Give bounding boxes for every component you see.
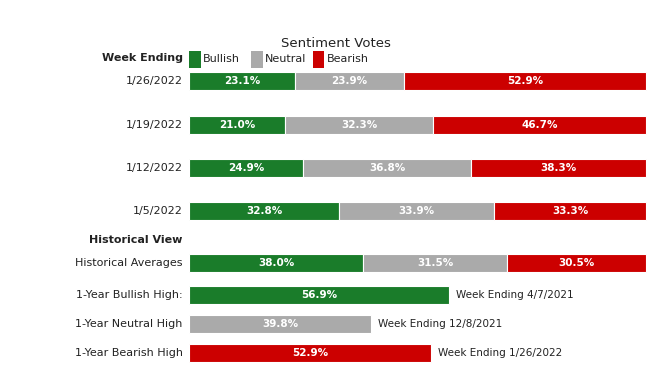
Text: Week Ending 1/26/2022: Week Ending 1/26/2022	[438, 348, 562, 358]
Text: 23.1%: 23.1%	[224, 76, 261, 86]
Bar	[404, 72, 646, 90]
Text: Week Ending 4/7/2021: Week Ending 4/7/2021	[456, 290, 574, 300]
Bar	[433, 116, 646, 133]
Bar	[471, 159, 646, 177]
Bar	[189, 254, 363, 273]
Text: 56.9%: 56.9%	[301, 290, 338, 300]
Text: 52.9%: 52.9%	[292, 348, 328, 358]
Text: Historical Averages: Historical Averages	[75, 259, 182, 268]
Bar	[251, 51, 263, 68]
Text: 1/12/2022: 1/12/2022	[125, 163, 182, 173]
Bar	[303, 159, 471, 177]
Text: 32.8%: 32.8%	[246, 206, 283, 216]
Text: Neutral: Neutral	[265, 54, 306, 65]
Text: 1-Year Bearish High: 1-Year Bearish High	[74, 348, 182, 358]
Text: Week Ending 12/8/2021: Week Ending 12/8/2021	[378, 319, 502, 329]
Text: Bullish: Bullish	[203, 54, 240, 65]
Text: 33.9%: 33.9%	[399, 206, 435, 216]
Text: 52.9%: 52.9%	[507, 76, 543, 86]
Text: 32.3%: 32.3%	[341, 119, 377, 130]
Text: 31.5%: 31.5%	[417, 259, 453, 268]
Bar	[507, 254, 646, 273]
Bar	[189, 286, 449, 304]
Text: Week Ending: Week Ending	[101, 53, 182, 63]
Bar	[313, 51, 324, 68]
Text: 30.5%: 30.5%	[558, 259, 595, 268]
Text: 38.0%: 38.0%	[258, 259, 295, 268]
Bar	[189, 159, 303, 177]
Text: 1-Year Bullish High:: 1-Year Bullish High:	[76, 290, 182, 300]
Bar	[340, 202, 494, 220]
Bar	[295, 72, 404, 90]
Text: 46.7%: 46.7%	[522, 119, 558, 130]
Text: 1/26/2022: 1/26/2022	[125, 76, 182, 86]
Text: 38.3%: 38.3%	[541, 163, 577, 173]
Text: 1-Year Neutral High: 1-Year Neutral High	[75, 319, 182, 329]
Bar	[363, 254, 507, 273]
Bar	[189, 202, 340, 220]
Text: 33.3%: 33.3%	[552, 206, 588, 216]
Bar	[285, 116, 433, 133]
Text: Historical View: Historical View	[89, 235, 182, 245]
Text: 23.9%: 23.9%	[332, 76, 368, 86]
Text: 24.9%: 24.9%	[228, 163, 264, 173]
Bar	[189, 51, 201, 68]
Bar	[189, 315, 372, 333]
Bar	[189, 344, 431, 362]
Text: Sentiment Votes: Sentiment Votes	[281, 37, 390, 50]
Bar	[494, 202, 646, 220]
Text: 21.0%: 21.0%	[219, 119, 255, 130]
Text: 1/5/2022: 1/5/2022	[133, 206, 182, 216]
Text: 1/19/2022: 1/19/2022	[125, 119, 182, 130]
Text: Bearish: Bearish	[326, 54, 368, 65]
Bar	[189, 72, 295, 90]
Bar	[189, 116, 285, 133]
Text: 39.8%: 39.8%	[263, 319, 298, 329]
Text: 36.8%: 36.8%	[369, 163, 406, 173]
